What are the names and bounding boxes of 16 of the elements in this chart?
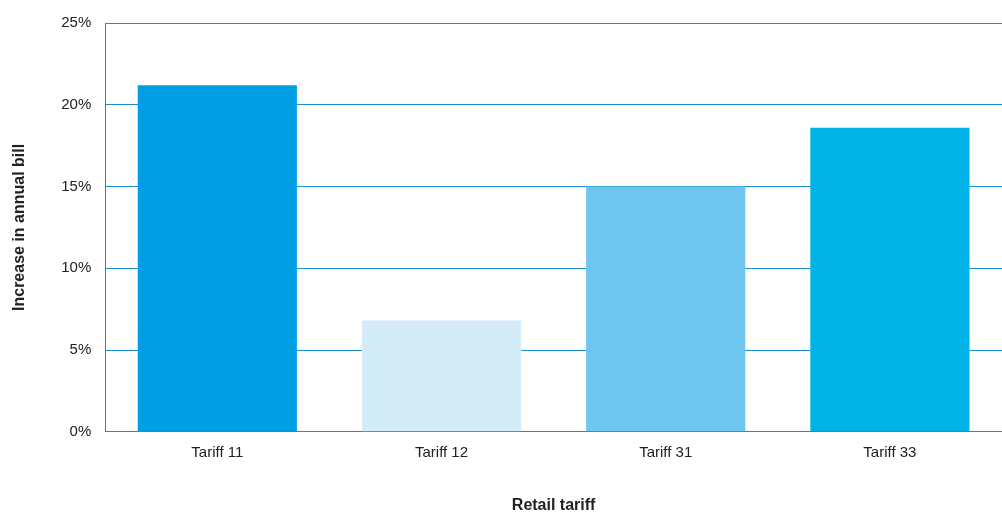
x-tick-label: Tariff 31: [639, 442, 693, 460]
y-axis-title: Increase in annual bill: [10, 143, 28, 311]
bar: [586, 186, 746, 432]
y-tick-label: 5%: [69, 340, 92, 358]
y-tick-label: 25%: [61, 13, 92, 31]
y-tick-label: 20%: [61, 94, 92, 112]
y-tick-label: 15%: [61, 176, 92, 194]
x-tick-label: Tariff 11: [191, 442, 244, 460]
y-tick-label: 0%: [69, 421, 92, 439]
x-tick-label: Tariff 12: [414, 442, 469, 460]
y-tick-label: 10%: [61, 258, 92, 276]
bar: [810, 127, 970, 432]
bar: [137, 85, 297, 432]
bar: [361, 320, 522, 432]
x-axis-title: Retail tariff: [511, 495, 597, 513]
x-tick-label: Tariff 33: [863, 442, 917, 460]
